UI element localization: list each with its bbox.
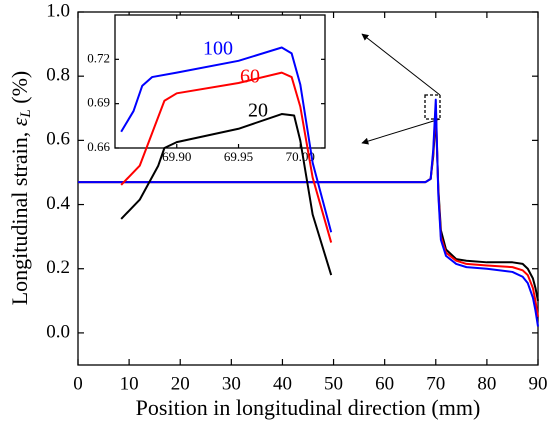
y-tick-label: 0.72 <box>87 50 110 65</box>
y-tick-label: 0.66 <box>87 139 110 154</box>
zoom-box <box>424 94 441 120</box>
y-tick-label: 0.0 <box>46 321 70 342</box>
zoom-arrow <box>361 118 441 145</box>
x-tick-label: 80 <box>477 373 496 394</box>
x-tick-label: 0 <box>73 373 83 394</box>
x-tick-label: 10 <box>120 373 139 394</box>
y-label-text: Longitudinal strain, <box>7 126 32 305</box>
x-tick-label: 90 <box>529 373 548 394</box>
x-tick-label: 69.95 <box>224 149 253 164</box>
series-line <box>120 113 333 276</box>
series-line <box>120 71 333 243</box>
series-label: 100 <box>203 38 233 60</box>
series-line <box>120 46 333 233</box>
y-label-sub: L <box>18 109 34 118</box>
x-tick-label: 40 <box>273 373 292 394</box>
y-tick-label: 1.0 <box>46 0 70 21</box>
y-axis-label: Longitudinal strain, εL (%) <box>7 71 34 306</box>
x-tick-label: 50 <box>324 373 343 394</box>
y-label-unit: (%) <box>7 71 32 109</box>
zoom-arrow <box>361 33 441 96</box>
x-tick-label: 69.90 <box>162 149 191 164</box>
x-axis-label: Position in longitudinal direction (mm) <box>136 395 481 420</box>
x-tick-label: 60 <box>375 373 394 394</box>
x-tick-label: 20 <box>171 373 190 394</box>
x-tick-label: 30 <box>222 373 241 394</box>
plot-frame <box>77 11 539 366</box>
y-tick-label: 0.6 <box>46 129 70 150</box>
series-label: 20 <box>248 100 268 122</box>
y-tick-label: 0.69 <box>87 95 110 110</box>
y-tick-label: 0.8 <box>46 65 70 86</box>
plot-frame <box>114 14 326 149</box>
x-tick-label: 70 <box>426 373 445 394</box>
series-label: 60 <box>240 66 260 88</box>
y-tick-label: 0.2 <box>46 257 70 278</box>
series-line <box>78 98 539 327</box>
y-tick-label: 0.4 <box>46 193 70 214</box>
y-label-symbol: ε <box>7 117 32 126</box>
